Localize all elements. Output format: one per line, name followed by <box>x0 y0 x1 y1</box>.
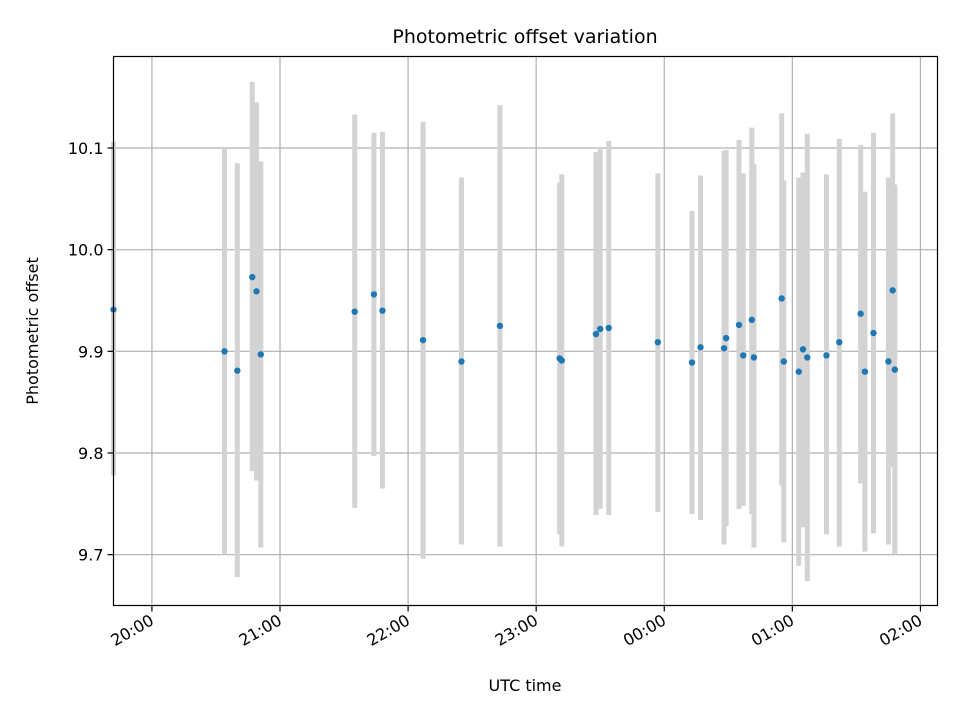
data-point <box>654 338 662 346</box>
y-tick-label: 10.1 <box>68 139 104 158</box>
data-point <box>234 367 241 374</box>
data-point <box>722 334 730 342</box>
data-point <box>558 357 565 364</box>
x-tick-label: 23:00 <box>492 611 541 651</box>
y-axis: 9.7 9.8 9.9 10.0 10.1 <box>68 139 114 565</box>
x-tick-label: 02:00 <box>876 611 925 651</box>
chart-title: Photometric offset variation <box>392 26 657 48</box>
x-tick-label: 20:00 <box>107 611 156 651</box>
y-tick-label: 9.7 <box>78 546 103 565</box>
data-point <box>748 316 755 324</box>
data-point <box>891 366 899 373</box>
x-tick-label: 21:00 <box>236 611 285 651</box>
data-point <box>597 325 604 333</box>
data-point <box>221 348 228 355</box>
plot-frame <box>112 55 939 607</box>
data-point <box>823 352 830 359</box>
data-point <box>605 324 612 332</box>
data-point <box>735 321 743 329</box>
data-point <box>836 338 843 346</box>
data-point <box>720 345 728 352</box>
x-tick-label: 01:00 <box>748 611 797 651</box>
data-point <box>458 358 465 365</box>
data-point <box>795 368 802 375</box>
data-point <box>370 291 378 298</box>
data-point <box>496 322 504 330</box>
data-point <box>697 344 704 351</box>
data-point <box>740 352 747 359</box>
data-point <box>889 287 896 294</box>
x-axis: 20:00 21:00 22:00 23:00 00:00 01:00 02:00 <box>107 605 925 651</box>
data-point <box>419 336 427 344</box>
x-tick-label: 22:00 <box>364 611 413 651</box>
data-point <box>857 310 864 317</box>
data-point <box>861 368 869 375</box>
data-point <box>379 307 386 314</box>
data-point <box>885 358 892 365</box>
y-tick-label: 9.8 <box>78 444 103 463</box>
y-tick-label: 10.0 <box>68 241 104 260</box>
data-point <box>351 308 358 315</box>
data-point <box>804 354 811 361</box>
data-point <box>780 358 788 365</box>
data-points <box>110 273 899 375</box>
data-point <box>870 329 877 337</box>
x-tick-label: 00:00 <box>620 611 669 651</box>
error-bars <box>111 81 898 582</box>
x-axis-label: UTC time <box>489 676 562 695</box>
data-point <box>750 354 758 361</box>
data-point <box>688 359 696 366</box>
y-axis-label: Photometric offset <box>23 257 42 405</box>
data-point <box>249 273 256 281</box>
data-point <box>253 288 260 295</box>
data-point <box>778 295 785 302</box>
y-tick-label: 9.9 <box>78 342 103 361</box>
data-point <box>592 330 600 338</box>
data-point <box>257 351 264 358</box>
data-point <box>799 346 807 353</box>
